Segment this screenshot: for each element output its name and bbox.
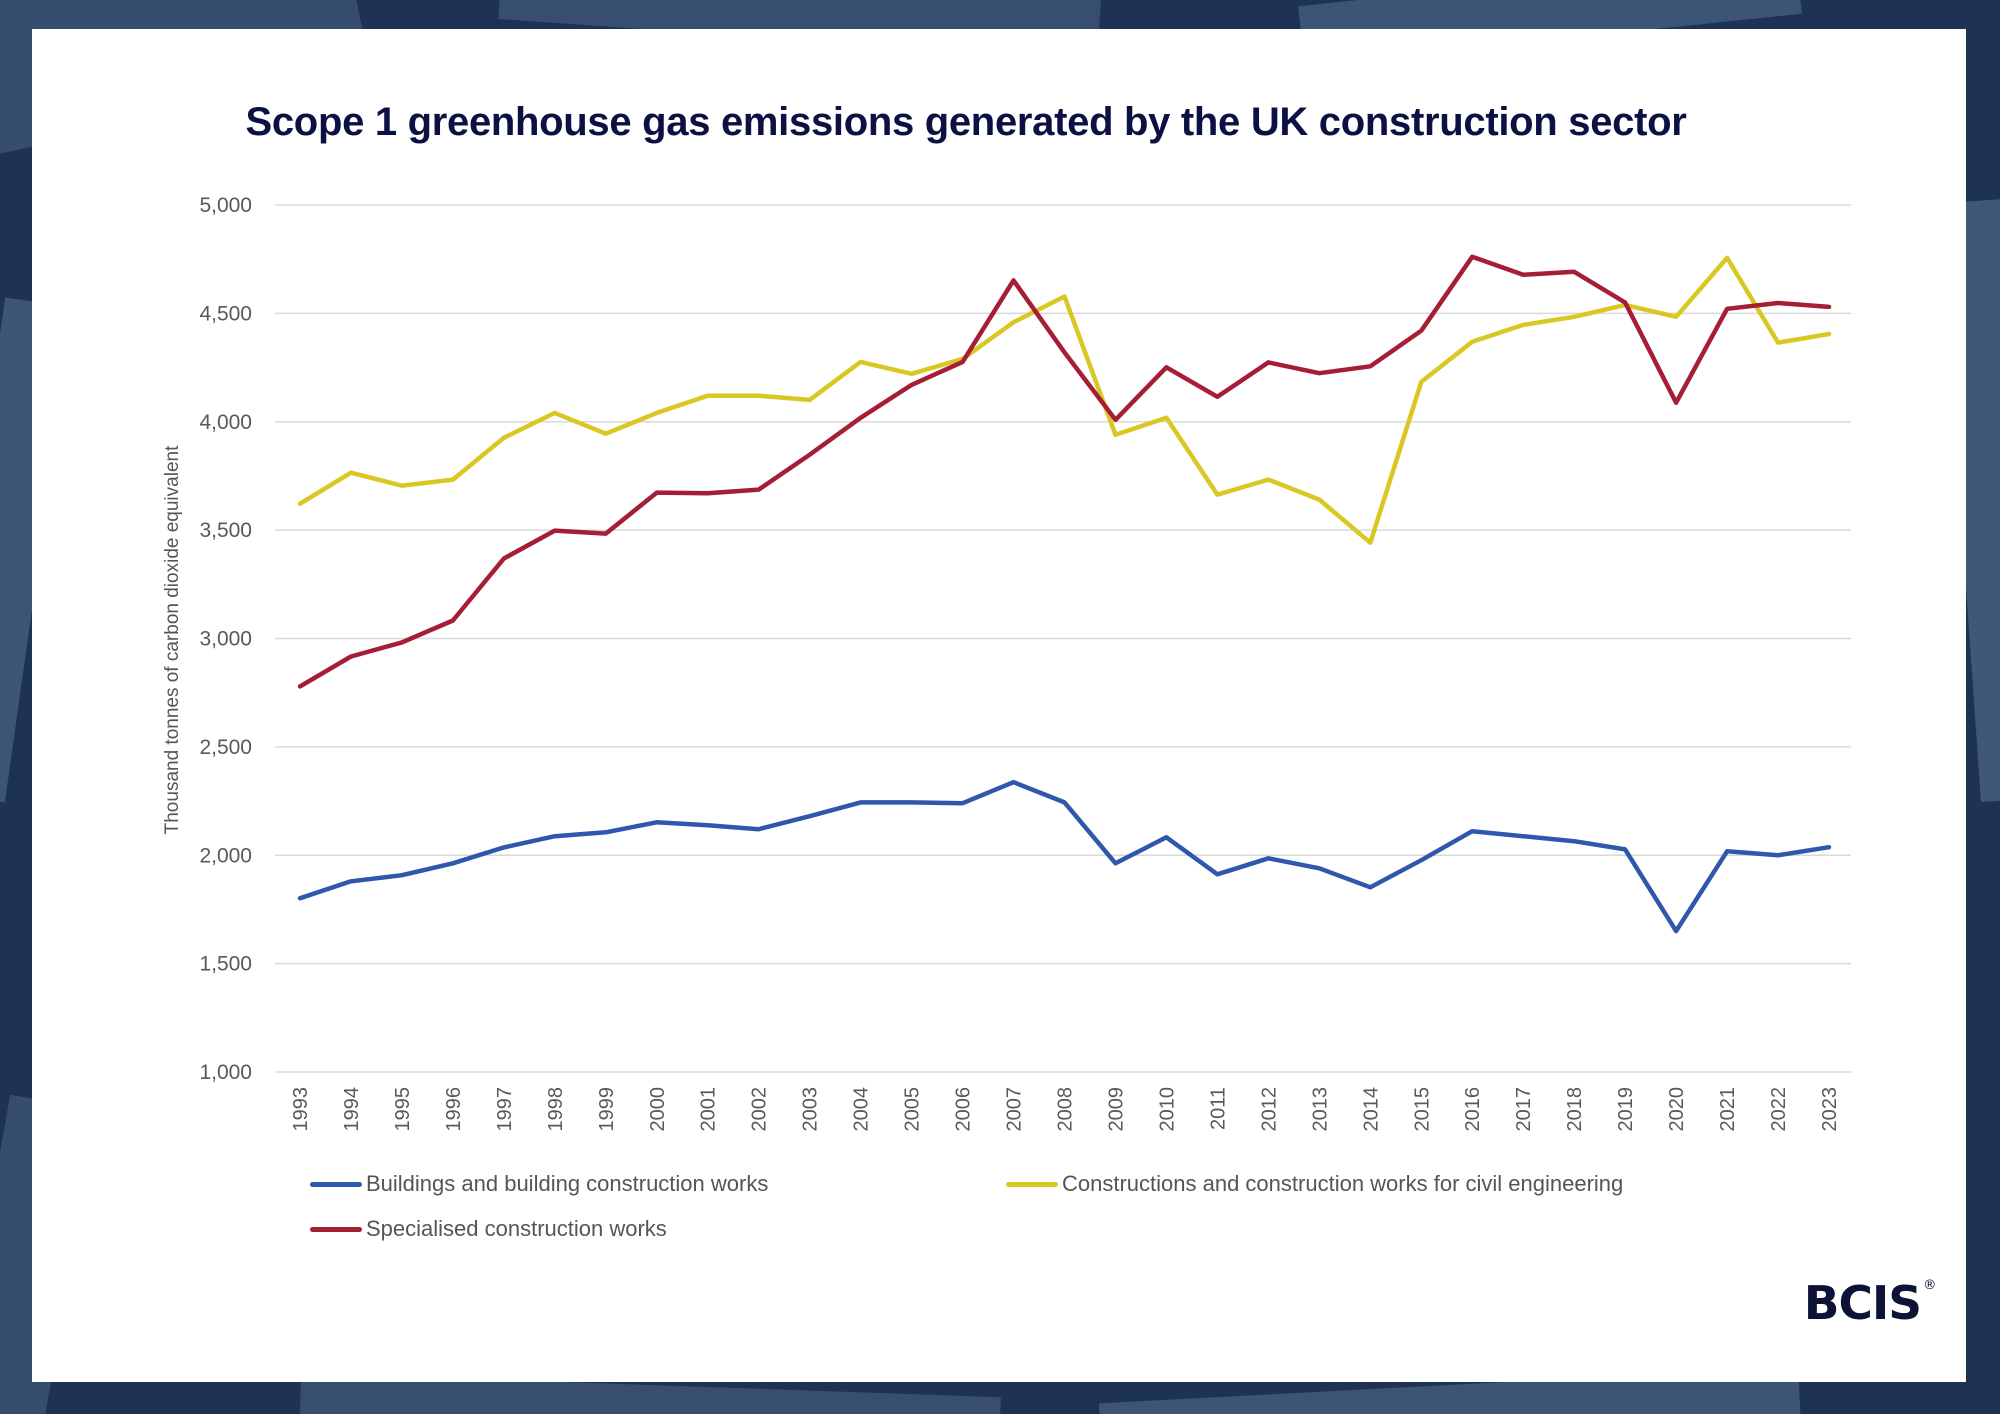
x-axis-tick-labels: 1993 1994 1995 1996 1997 1998 1999 2000 2001 2002… [290,1087,1841,1132]
y-tick-label: 4,000 [199,411,252,434]
series-lines [297,254,1832,934]
legend-label-civil: Constructions and construction works for… [1062,1171,1624,1196]
y-tick-label: 4,500 [199,302,252,325]
bcis-logo: BCIS ® [1803,1276,1937,1330]
legend-item-specialised[interactable]: Specialised construction works [310,1216,667,1242]
x-tick-label: 2019 [1615,1087,1637,1132]
x-tick-label: 1998 [545,1087,567,1132]
x-tick-label: 1995 [392,1087,414,1132]
x-tick-label: 2012 [1258,1087,1280,1132]
y-tick-label: 2,500 [199,736,252,759]
legend-item-buildings[interactable]: Buildings and building construction work… [310,1171,768,1197]
x-tick-label: 2011 [1207,1087,1229,1130]
registered-mark: ® [1923,1278,1936,1293]
x-tick-label: 2016 [1462,1087,1484,1132]
x-tick-label: 2005 [902,1087,924,1132]
x-tick-label: 2022 [1768,1087,1790,1132]
legend-item-civil[interactable]: Constructions and construction works for… [1006,1171,1623,1197]
legend-swatch-civil [1006,1181,1058,1187]
x-tick-label: 1993 [290,1087,312,1132]
x-tick-label: 1996 [443,1087,465,1132]
y-axis-title: Thousand tonnes of carbon dioxide equiva… [162,445,183,835]
y-tick-label: 1,500 [199,953,252,976]
x-tick-label: 2008 [1055,1087,1077,1132]
y-tick-label: 1,000 [199,1061,252,1084]
x-tick-label: 1997 [494,1087,516,1132]
legend-swatch-specialised [310,1226,362,1232]
x-tick-label: 2020 [1666,1087,1688,1132]
x-tick-label: 2009 [1105,1087,1127,1132]
x-tick-label: 2014 [1360,1087,1382,1132]
x-tick-label: 2000 [647,1087,669,1132]
x-tick-label: 2006 [953,1087,975,1132]
legend-label-buildings: Buildings and building construction work… [366,1171,769,1196]
x-tick-label: 2023 [1819,1087,1841,1132]
x-tick-label: 2013 [1309,1087,1331,1132]
x-tick-label: 2018 [1564,1087,1586,1132]
x-tick-label: 2010 [1156,1087,1178,1132]
legend-label-specialised: Specialised construction works [366,1216,667,1241]
chart-title: Scope 1 greenhouse gas emissions generat… [0,100,2000,145]
x-tick-label: 1999 [596,1087,618,1132]
chart-card [32,29,1966,1382]
chart-title-text: Scope 1 greenhouse gas emissions generat… [245,100,1687,144]
y-tick-label: 5,000 [199,194,252,217]
x-tick-label: 2002 [749,1087,771,1132]
y-tick-label: 2,000 [199,844,252,867]
x-tick-label: 2017 [1513,1087,1535,1132]
x-tick-label: 2001 [698,1087,720,1132]
y-tick-label: 3,000 [199,628,252,651]
y-axis-tick-labels: 1,000 1,500 2,000 2,500 3,000 3,500 4,000 4,500… [199,194,252,1084]
legend-swatch-buildings [310,1181,362,1187]
x-tick-label: 2003 [800,1087,822,1132]
series-line-buildings [297,779,1832,934]
gridlines [275,204,1851,1073]
series-line-specialised [297,254,1832,689]
x-tick-label: 2004 [851,1087,873,1132]
x-tick-label: 2007 [1004,1087,1026,1132]
x-tick-label: 2021 [1717,1087,1739,1132]
x-tick-label: 1994 [341,1087,363,1132]
series-line-civil [297,255,1832,545]
x-tick-label: 2015 [1411,1087,1433,1132]
y-tick-label: 3,500 [199,519,252,542]
bcis-logo-text: BCIS [1803,1276,1922,1330]
